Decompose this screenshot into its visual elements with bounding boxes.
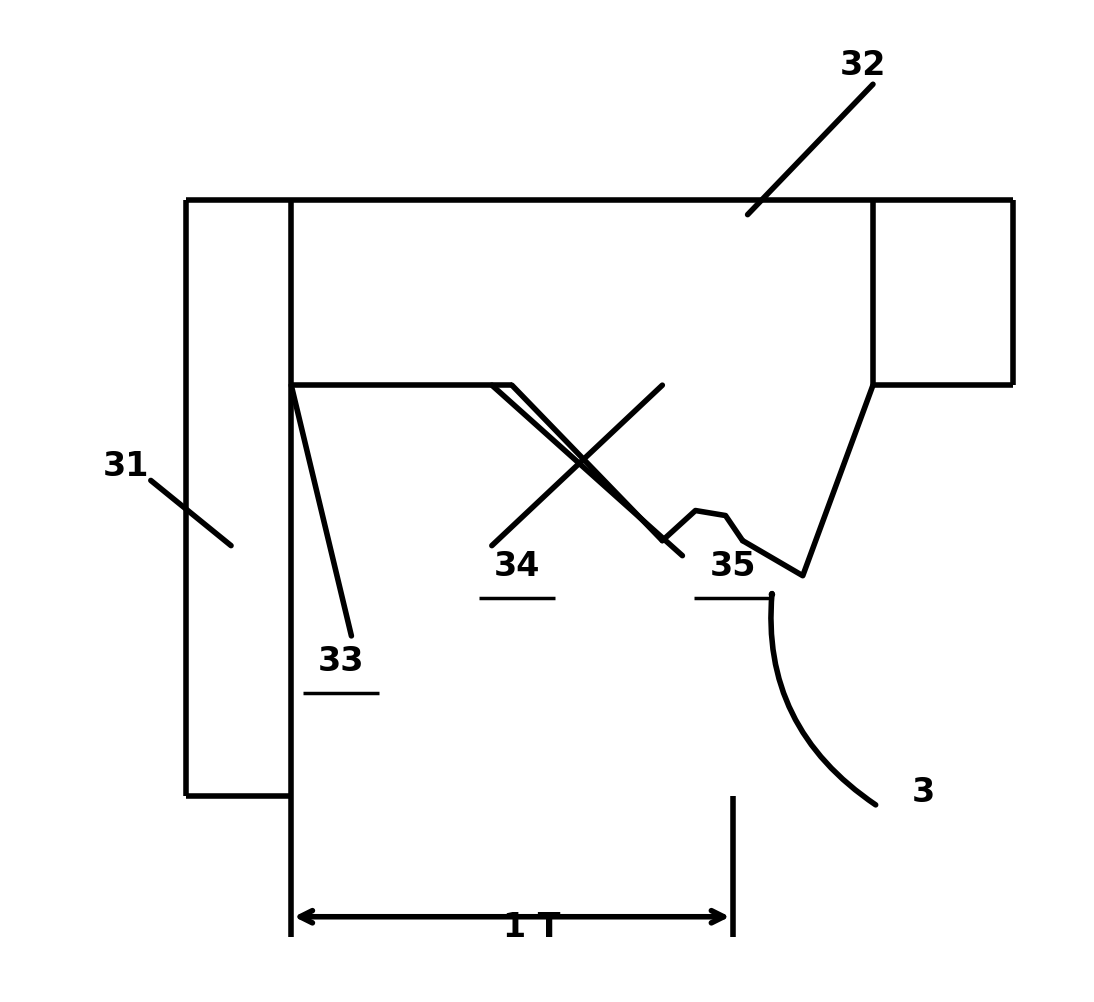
- FancyArrowPatch shape: [771, 594, 875, 805]
- Text: 33: 33: [318, 645, 364, 677]
- Text: 32: 32: [840, 49, 886, 81]
- Text: 3: 3: [911, 776, 934, 808]
- Text: 31: 31: [103, 450, 149, 482]
- Text: 35: 35: [709, 550, 756, 582]
- Text: 34: 34: [493, 550, 540, 582]
- Text: 1 T: 1 T: [503, 911, 560, 943]
